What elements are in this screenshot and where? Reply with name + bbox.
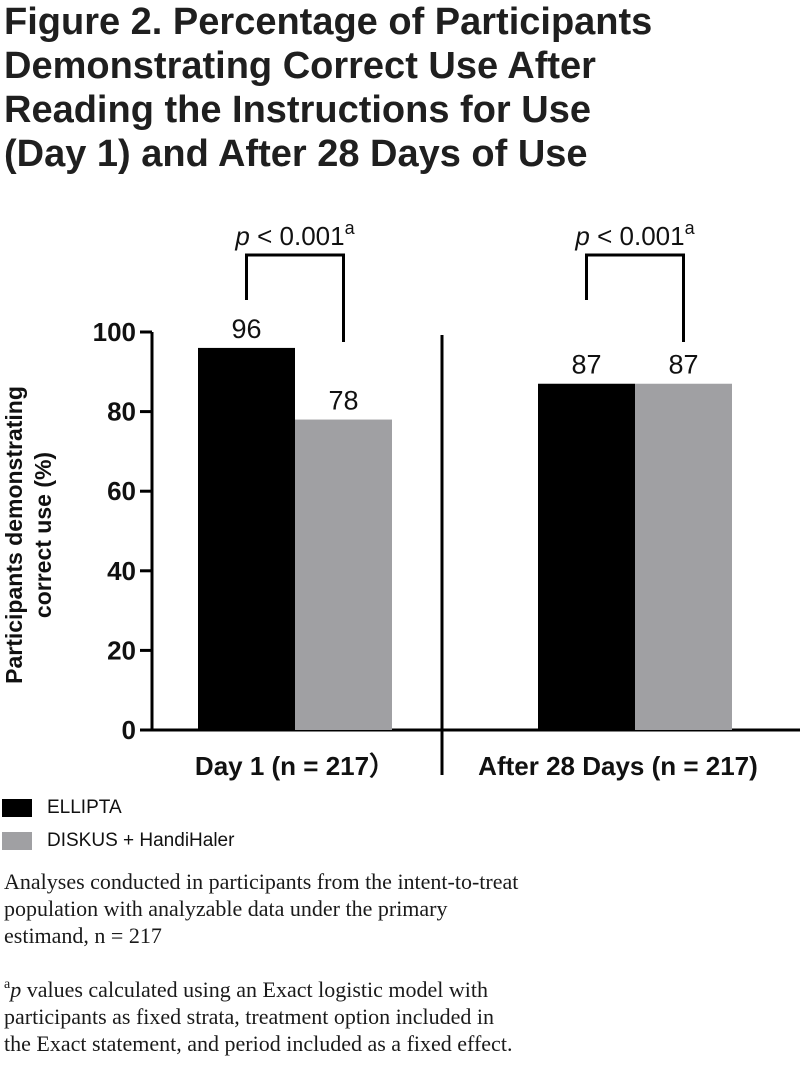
y-axis-label: Participants demonstrating correct use (%… [1,386,56,684]
footnote-text: values calculated using an Exact logisti… [21,977,488,1002]
bar-value-label: 96 [231,314,261,344]
figure-title: Figure 2. Percentage of Participants Dem… [4,0,794,176]
footnote-line: ap values calculated using an Exact logi… [4,976,794,1003]
footnotes: Analyses conducted in participants from … [4,868,794,1057]
legend-swatch-diskus-handihaler [2,832,32,850]
footnote-line: Analyses conducted in participants from … [4,869,519,894]
y-tick-label: 100 [93,317,136,347]
p-value-text: < 0.001 [250,221,345,251]
p-value-annotation: p < 0.001a [234,218,355,251]
y-axis-label-line: correct use (%) [30,452,56,618]
figure-title-line: Reading the Instructions for Use [4,89,591,131]
bar-diskus-handihaler [295,419,392,730]
legend-swatch-ellipta [2,799,32,817]
legend-label-diskus-handihaler: DISKUS + HandiHaler [47,830,235,851]
y-tick-label: 60 [107,476,136,506]
y-axis-label-line: Participants demonstrating [1,386,27,684]
y-tick-label: 20 [107,635,136,665]
x-category-label: After 28 Days (n = 217) [478,751,758,781]
p-value-text: < 0.001 [590,221,685,251]
footnote-line: participants as fixed strata, treatment … [4,1004,494,1029]
p-value-superscript: a [685,218,696,238]
y-tick-label: 0 [122,715,136,745]
bar-chart: 0 20 40 60 80 100 Participants demonstrating co… [1,218,800,781]
footnote-line: estimand, n = 217 [4,923,162,948]
bar-ellipta [538,383,635,730]
footnote-marker: a [4,977,11,992]
x-category-label: Day 1 (n = 217） [195,751,395,781]
legend-item-ellipta: ELLIPTA [0,795,400,821]
p-symbol: p [234,221,249,251]
p-symbol: p [574,221,589,251]
bar-value-label: 87 [571,350,601,380]
significance-bracket [585,253,685,342]
footnote-line: the Exact statement, and period included… [4,1031,513,1056]
significance-bracket [245,253,345,342]
figure-title-line: (Day 1) and After 28 Days of Use [4,133,588,175]
bar-ellipta [198,347,295,730]
legend-item-diskus-handihaler: DISKUS + HandiHaler [0,828,400,854]
y-tick-label: 80 [107,397,136,427]
legend-label-ellipta: ELLIPTA [47,797,122,818]
footnote-population: Analyses conducted in participants from … [4,868,794,949]
footnote-p-values: ap values calculated using an Exact logi… [4,976,794,1057]
footnote-line: population with analyzable data under th… [4,896,448,921]
bar-diskus-handihaler [635,383,732,730]
figure-title-line: Figure 2. Percentage of Participants [4,1,653,43]
bar-value-label: 87 [668,350,698,380]
chart-legend: ELLIPTA DISKUS + HandiHaler [0,795,400,861]
p-value-superscript: a [345,218,356,238]
bar-value-label: 78 [328,386,358,416]
p-value-annotation: p < 0.001a [574,218,695,251]
footnote-p-symbol: p [10,977,22,1002]
y-tick-label: 40 [107,556,136,586]
figure-title-line: Demonstrating Correct Use After [4,45,596,87]
